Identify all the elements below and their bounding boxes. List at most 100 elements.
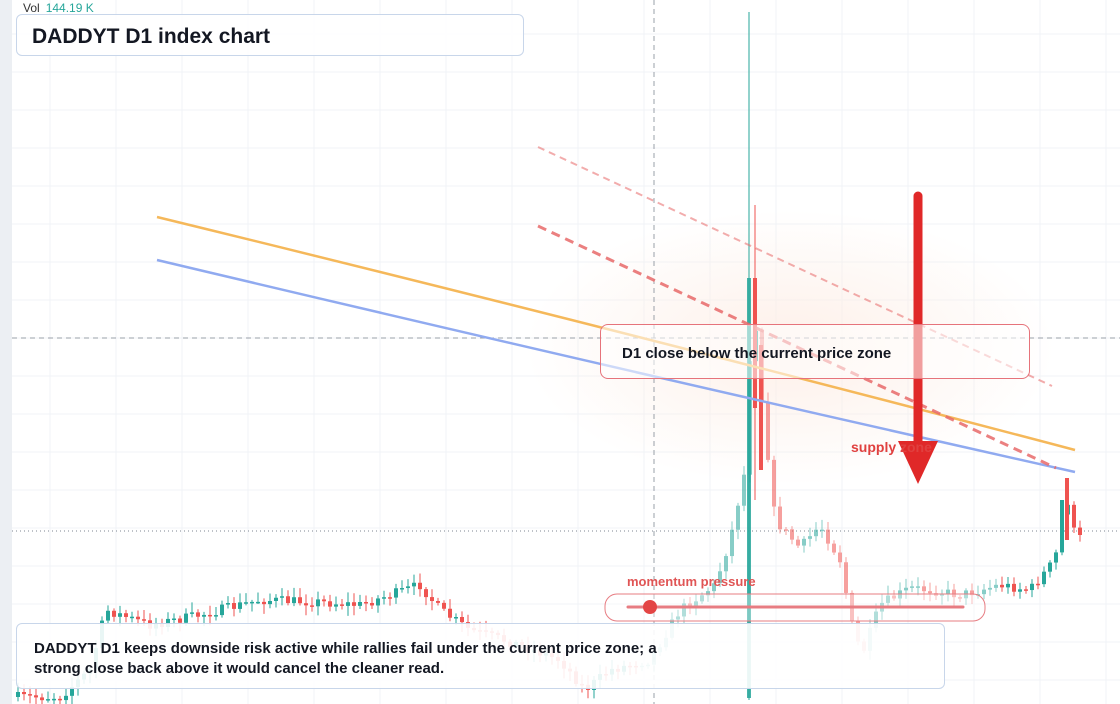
candle xyxy=(316,591,320,616)
candle-body xyxy=(34,695,38,698)
candle xyxy=(364,595,368,612)
candle xyxy=(58,695,62,704)
candle-body xyxy=(340,604,344,606)
candle xyxy=(382,590,386,605)
candle-body xyxy=(772,459,776,507)
price-zone-label: D1 close below the current price zone xyxy=(622,345,892,362)
candle-body xyxy=(316,599,320,607)
candle-body xyxy=(442,602,446,609)
candle xyxy=(946,580,950,602)
candle xyxy=(784,527,788,536)
candle-body xyxy=(124,613,128,617)
candle xyxy=(994,578,998,592)
candle xyxy=(892,590,896,601)
candle-body xyxy=(16,692,20,697)
candle-body xyxy=(358,601,362,606)
candle xyxy=(1072,501,1076,534)
candle xyxy=(196,609,200,623)
candle-body xyxy=(328,601,332,607)
spike-body xyxy=(759,345,763,470)
candle xyxy=(1018,582,1022,599)
candle xyxy=(1030,579,1034,598)
candle-body xyxy=(184,613,188,623)
candle-body xyxy=(232,603,236,609)
candle xyxy=(820,519,824,538)
candle-body xyxy=(238,602,242,609)
candle-body xyxy=(178,618,182,623)
summary-text: DADDYT D1 keeps downside risk active whi… xyxy=(34,640,657,677)
candle-body xyxy=(802,538,806,546)
candle xyxy=(1048,560,1052,578)
candle xyxy=(124,609,128,623)
candle xyxy=(790,526,794,545)
candle xyxy=(64,688,68,704)
momentum-gauge xyxy=(604,593,986,622)
candle xyxy=(304,594,308,616)
candle-body xyxy=(58,698,62,701)
candle xyxy=(814,522,818,542)
candle xyxy=(262,598,266,614)
candle-body xyxy=(994,584,998,588)
candle xyxy=(904,578,908,599)
candle-body xyxy=(970,590,974,596)
candle xyxy=(298,588,302,606)
candle-body xyxy=(1000,584,1004,588)
candle-body xyxy=(436,601,440,603)
candle-body xyxy=(736,505,740,530)
candle-body xyxy=(784,529,788,531)
candle-body xyxy=(298,597,302,604)
candle-body xyxy=(448,608,452,618)
candle xyxy=(1006,576,1010,594)
summary-box: DADDYT D1 keeps downside risk active whi… xyxy=(16,623,945,689)
candle xyxy=(406,579,410,594)
candle-body xyxy=(214,615,218,617)
candle-body xyxy=(388,597,392,599)
candle-body xyxy=(382,597,386,599)
candle xyxy=(310,597,314,612)
candle-body xyxy=(982,589,986,595)
candle-body xyxy=(946,589,950,595)
candle xyxy=(928,582,932,602)
candle-body xyxy=(1054,552,1058,563)
candle-body xyxy=(40,697,44,701)
candle xyxy=(802,536,806,553)
candle xyxy=(1024,586,1028,594)
candle-body xyxy=(694,601,698,608)
candle-body xyxy=(778,506,782,530)
candle-body xyxy=(292,597,296,604)
candle xyxy=(694,593,698,616)
candle-body xyxy=(334,604,338,607)
candle-body xyxy=(1048,562,1052,572)
chart-title-box: DADDYT D1 index chart xyxy=(16,14,524,56)
candle-body xyxy=(106,610,110,621)
candle xyxy=(916,577,920,596)
candle xyxy=(436,597,440,606)
candle-body xyxy=(724,556,728,572)
candle xyxy=(730,521,734,564)
candle xyxy=(346,592,350,616)
candle xyxy=(724,553,728,579)
candle xyxy=(238,593,242,613)
candle xyxy=(214,606,218,621)
candle-body xyxy=(136,616,140,620)
candle-body xyxy=(400,588,404,590)
candle-body xyxy=(808,536,812,539)
candle xyxy=(130,611,134,623)
candle-body xyxy=(1012,583,1016,592)
candle-body xyxy=(706,591,710,596)
candle xyxy=(286,590,290,606)
bearish-arrow-head xyxy=(898,441,938,484)
candle-body xyxy=(790,529,794,540)
candle xyxy=(244,593,248,606)
candle xyxy=(46,691,50,703)
candle-body xyxy=(418,582,422,590)
candle-body xyxy=(190,612,194,614)
candle-body xyxy=(916,586,920,588)
candle-body xyxy=(196,612,200,617)
candle-body xyxy=(70,686,74,696)
candle xyxy=(742,466,746,512)
candle-body xyxy=(28,694,32,696)
candle-body xyxy=(220,604,224,616)
candle-body xyxy=(904,587,908,591)
candle xyxy=(1054,549,1058,570)
